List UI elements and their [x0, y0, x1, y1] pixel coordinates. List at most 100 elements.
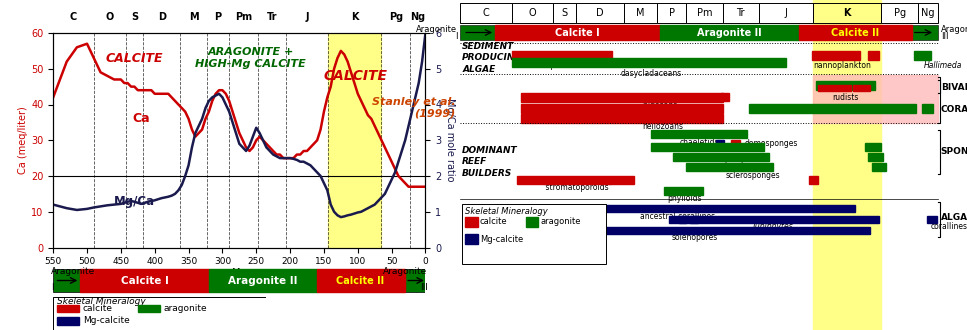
- Text: ARAGONITE +
HIGH-Mg CALCITE: ARAGONITE + HIGH-Mg CALCITE: [195, 47, 307, 69]
- Text: receptaculitids: receptaculitids: [534, 61, 591, 70]
- Bar: [526, 217, 539, 227]
- Bar: [868, 153, 883, 161]
- Text: sphinctozoans: sphinctozoans: [717, 161, 772, 170]
- Bar: [813, 75, 938, 123]
- Text: aragonite: aragonite: [541, 217, 581, 226]
- Text: K: K: [843, 8, 851, 18]
- Text: Calcite I: Calcite I: [121, 276, 168, 285]
- Text: dasycladaceans: dasycladaceans: [621, 69, 682, 78]
- Bar: [923, 104, 933, 113]
- Text: ancestral corallines: ancestral corallines: [640, 212, 715, 221]
- Text: Aragonite: Aragonite: [383, 267, 427, 276]
- Bar: [53, 269, 425, 292]
- Text: J: J: [306, 12, 308, 22]
- Text: Tr: Tr: [267, 12, 278, 22]
- Bar: [818, 85, 851, 91]
- Text: Mg/Ca: Mg/Ca: [114, 194, 155, 208]
- Text: P: P: [215, 12, 221, 22]
- Bar: [460, 3, 513, 23]
- Bar: [652, 143, 764, 151]
- Text: M: M: [636, 8, 645, 18]
- Bar: [660, 25, 799, 40]
- Bar: [57, 317, 78, 324]
- Text: Aragonite: Aragonite: [941, 25, 967, 34]
- Text: chaeletids: chaeletids: [679, 138, 718, 147]
- Bar: [759, 3, 813, 23]
- Bar: [462, 204, 606, 264]
- Text: Calcite II: Calcite II: [832, 27, 879, 38]
- Bar: [317, 269, 405, 292]
- Text: C: C: [483, 8, 489, 18]
- Text: DOMINANT
REEF
BUILDERS: DOMINANT REEF BUILDERS: [462, 147, 518, 178]
- Bar: [658, 3, 686, 23]
- Text: tabulates: tabulates: [643, 112, 679, 121]
- Bar: [668, 215, 879, 222]
- Bar: [686, 163, 773, 171]
- Text: Skeletal Mineralogy: Skeletal Mineralogy: [57, 297, 146, 306]
- Text: P: P: [669, 8, 675, 18]
- Text: S: S: [131, 12, 138, 22]
- Bar: [513, 3, 553, 23]
- Text: BIVALVES: BIVALVES: [941, 82, 967, 91]
- Bar: [813, 0, 881, 330]
- Text: ALGAE: ALGAE: [941, 214, 967, 222]
- Text: K: K: [351, 12, 359, 22]
- Text: CALCITE: CALCITE: [324, 69, 388, 83]
- Bar: [690, 216, 698, 223]
- Text: D: D: [158, 12, 165, 22]
- Text: inozoans: inozoans: [708, 151, 742, 160]
- Bar: [521, 104, 722, 113]
- Bar: [673, 153, 769, 161]
- Bar: [881, 3, 918, 23]
- Text: Pm: Pm: [235, 12, 252, 22]
- Text: Mg-calcite: Mg-calcite: [83, 316, 130, 325]
- Text: Aragonite II: Aragonite II: [697, 27, 762, 38]
- Bar: [914, 50, 931, 59]
- Text: phylloids: phylloids: [667, 194, 701, 203]
- Text: Stanley et al.: Stanley et al.: [371, 97, 455, 107]
- Text: calcite: calcite: [83, 304, 113, 313]
- Text: III: III: [420, 282, 427, 292]
- Text: scleractinians: scleractinians: [801, 108, 866, 116]
- Text: Tubiphytes: Tubiphytes: [752, 222, 794, 231]
- Bar: [521, 114, 722, 122]
- Bar: [679, 216, 687, 223]
- Bar: [209, 269, 317, 292]
- Text: rugosans: rugosans: [643, 101, 678, 110]
- Bar: [812, 50, 860, 59]
- Bar: [918, 3, 938, 23]
- Y-axis label: Mg/Ca mole ratio: Mg/Ca mole ratio: [446, 98, 455, 182]
- Text: Calcite I: Calcite I: [555, 27, 600, 38]
- Text: rudists: rudists: [833, 93, 859, 102]
- Bar: [816, 81, 875, 89]
- Text: Skeletal Mineralogy: Skeletal Mineralogy: [465, 207, 548, 215]
- Bar: [513, 50, 612, 59]
- Text: Hallimeda: Hallimeda: [923, 61, 962, 70]
- Text: Ng: Ng: [410, 12, 425, 22]
- Bar: [465, 217, 478, 227]
- Bar: [495, 25, 660, 40]
- Bar: [748, 104, 916, 113]
- Text: Ca: Ca: [132, 112, 150, 125]
- Text: calcite: calcite: [480, 217, 508, 226]
- Text: solenopores: solenopores: [672, 233, 718, 242]
- Bar: [664, 187, 703, 195]
- Text: Calcite II: Calcite II: [337, 276, 385, 285]
- Text: "stromatoporoids": "stromatoporoids": [542, 183, 612, 192]
- Text: S: S: [562, 8, 568, 18]
- Bar: [731, 140, 740, 148]
- Bar: [720, 93, 728, 101]
- Bar: [460, 25, 938, 40]
- Bar: [722, 3, 759, 23]
- Text: O: O: [105, 12, 114, 22]
- Bar: [853, 85, 870, 91]
- Text: demosponges: demosponges: [746, 140, 799, 148]
- Text: (1999): (1999): [414, 108, 455, 118]
- Text: I: I: [454, 32, 457, 41]
- Bar: [624, 3, 658, 23]
- Text: Pm: Pm: [696, 8, 712, 18]
- Bar: [809, 176, 818, 184]
- Bar: [799, 25, 912, 40]
- Text: nannoplankton: nannoplankton: [813, 61, 871, 70]
- Bar: [504, 205, 856, 212]
